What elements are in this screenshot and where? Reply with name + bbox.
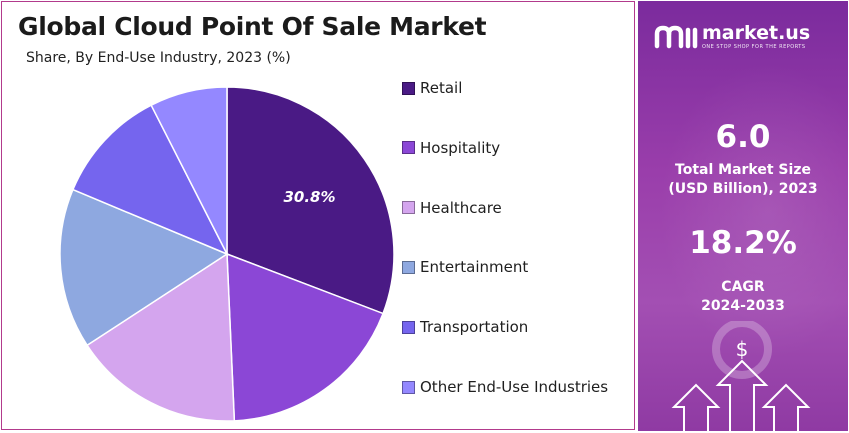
- legend-swatch: [402, 380, 415, 394]
- growth-arrows-decoration: $: [671, 321, 811, 431]
- cagr-label-line1: CAGR: [721, 279, 765, 295]
- pie-slice-other-end-use-industries: [150, 86, 228, 255]
- legend-item: Hospitality: [402, 136, 500, 160]
- pie-slice-retail: [226, 86, 395, 315]
- panel-glow: [658, 61, 848, 361]
- cagr-label-line2: 2024-2033: [701, 298, 785, 314]
- market-size-label-line2: (USD Billion), 2023: [668, 181, 818, 197]
- dollar-coin-icon: [712, 321, 772, 379]
- up-arrow-center-icon: [715, 359, 769, 431]
- chart-subtitle: Share, By End-Use Industry, 2023 (%): [26, 50, 291, 66]
- pie-slice-entertainment: [59, 188, 229, 347]
- legend-label: Other End-Use Industries: [420, 378, 609, 396]
- brand-name: market.us: [702, 22, 811, 44]
- legend-label: Entertainment: [420, 258, 529, 277]
- pie-slice-transportation: [71, 104, 229, 256]
- market-us-logo-icon: [654, 25, 698, 49]
- legend-item: Transportation: [402, 315, 528, 339]
- legend-label: Hospitality: [420, 138, 501, 157]
- dollar-symbol: $: [736, 337, 749, 361]
- legend-item: Entertainment: [402, 255, 528, 279]
- pie-slice-healthcare: [86, 252, 236, 422]
- legend-item: Healthcare: [402, 196, 502, 220]
- legend-swatch: [402, 201, 415, 215]
- legend-label: Transportation: [420, 318, 529, 337]
- brand: market.us ONE STOP SHOP FOR THE REPORTS: [654, 23, 810, 51]
- legend-item: Retail: [402, 76, 462, 100]
- pie-chart: 30.8%: [59, 86, 395, 422]
- legend-swatch: [402, 260, 415, 274]
- pie-slice-hospitality: [226, 252, 384, 422]
- legend-label: Retail: [420, 79, 463, 97]
- cagr-value: 18.2%: [689, 225, 797, 261]
- up-arrow-right-icon: [761, 383, 811, 431]
- legend-swatch: [402, 141, 415, 155]
- legend-swatch: [402, 320, 415, 334]
- up-arrow-left-icon: [671, 383, 721, 431]
- legend-item: Other End-Use Industries: [402, 375, 608, 399]
- chart-frame: Global Cloud Point Of Sale Market Share,…: [1, 1, 635, 430]
- chart-title: Global Cloud Point Of Sale Market: [18, 12, 487, 41]
- pie-data-label-retail: 30.8%: [283, 188, 335, 206]
- brand-tagline: ONE STOP SHOP FOR THE REPORTS: [702, 44, 806, 50]
- legend-swatch: [402, 81, 415, 95]
- legend-label: Healthcare: [420, 198, 502, 217]
- market-size-label-line1: Total Market Size: [675, 162, 811, 178]
- market-size-value: 6.0: [715, 119, 771, 155]
- market-stats-panel: market.us ONE STOP SHOP FOR THE REPORTS …: [638, 1, 848, 431]
